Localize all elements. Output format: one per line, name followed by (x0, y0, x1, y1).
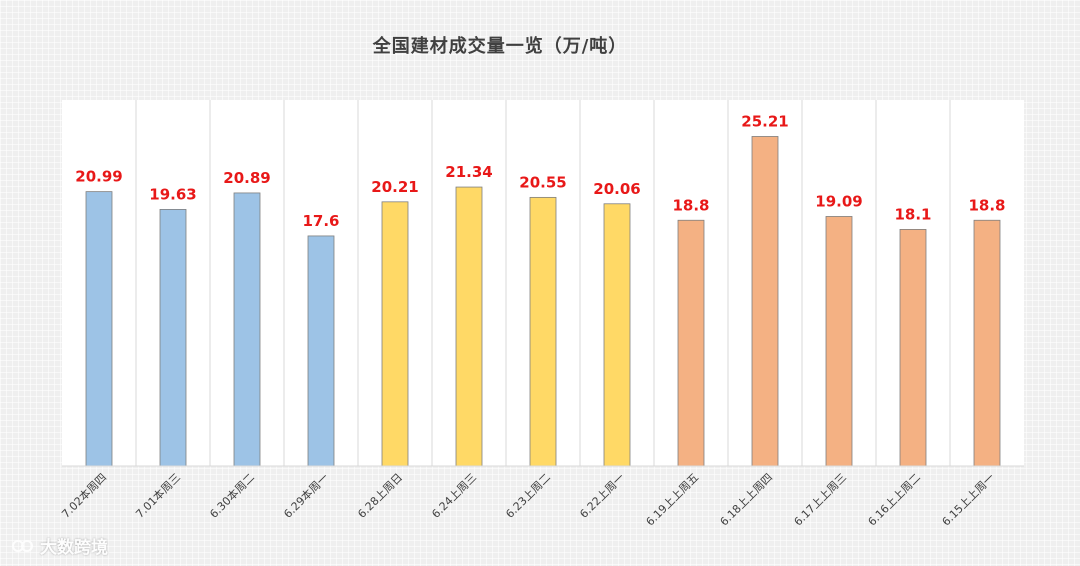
data-label: 21.34 (445, 163, 492, 181)
bar (455, 186, 483, 467)
bar (233, 192, 261, 467)
chart-title: 全国建材成交量一览（万/吨） (372, 36, 628, 57)
data-label: 18.8 (968, 196, 1005, 214)
bar (825, 216, 853, 467)
x-tick-label: 6.17上上周三 (791, 471, 849, 529)
data-label: 19.63 (149, 185, 196, 203)
x-tick-label: 6.18上上周四 (717, 471, 775, 529)
bar (159, 209, 187, 467)
data-label: 18.1 (894, 205, 931, 223)
bar (751, 136, 779, 467)
data-label: 18.8 (672, 196, 709, 214)
x-tick-label: 6.30本周二 (207, 470, 258, 521)
data-label: 20.06 (593, 180, 640, 198)
x-tick-label: 6.23上周二 (503, 471, 553, 521)
data-label: 20.99 (75, 168, 122, 186)
data-label: 19.09 (815, 192, 862, 210)
x-tick-label: 6.24上周三 (429, 471, 479, 521)
bar (973, 219, 1001, 467)
x-tick-label: 6.28上周日 (355, 471, 405, 521)
x-tick-label: 6.15上上周一 (939, 471, 997, 529)
x-tick-label: 6.22上周一 (577, 471, 627, 521)
data-label: 20.55 (519, 173, 566, 191)
data-label: 17.6 (302, 212, 339, 230)
watermark: 大数跨境 (12, 533, 108, 558)
plot-area: 20.99 7.02本周四 19.63 7.01本周三 20.89 6.30本周二 17.6… (59, 100, 1024, 529)
x-tick-label: 7.01本周三 (133, 470, 184, 521)
data-label: 25.21 (741, 112, 788, 130)
logo-icon (12, 539, 33, 552)
bar (899, 229, 927, 467)
bar (307, 235, 335, 467)
bar (603, 203, 631, 467)
bar (381, 201, 409, 467)
x-tick-label: 6.16上上周二 (865, 471, 923, 529)
bar (677, 219, 705, 467)
data-label: 20.89 (223, 169, 270, 187)
data-label: 20.21 (371, 178, 418, 196)
x-tick-label: 6.19上上周五 (643, 471, 701, 529)
x-tick-label: 6.29本周一 (281, 470, 332, 521)
bar (529, 196, 557, 467)
bar (85, 191, 113, 467)
x-tick-label: 7.02本周四 (59, 470, 110, 521)
watermark-text: 大数跨境 (40, 538, 108, 558)
